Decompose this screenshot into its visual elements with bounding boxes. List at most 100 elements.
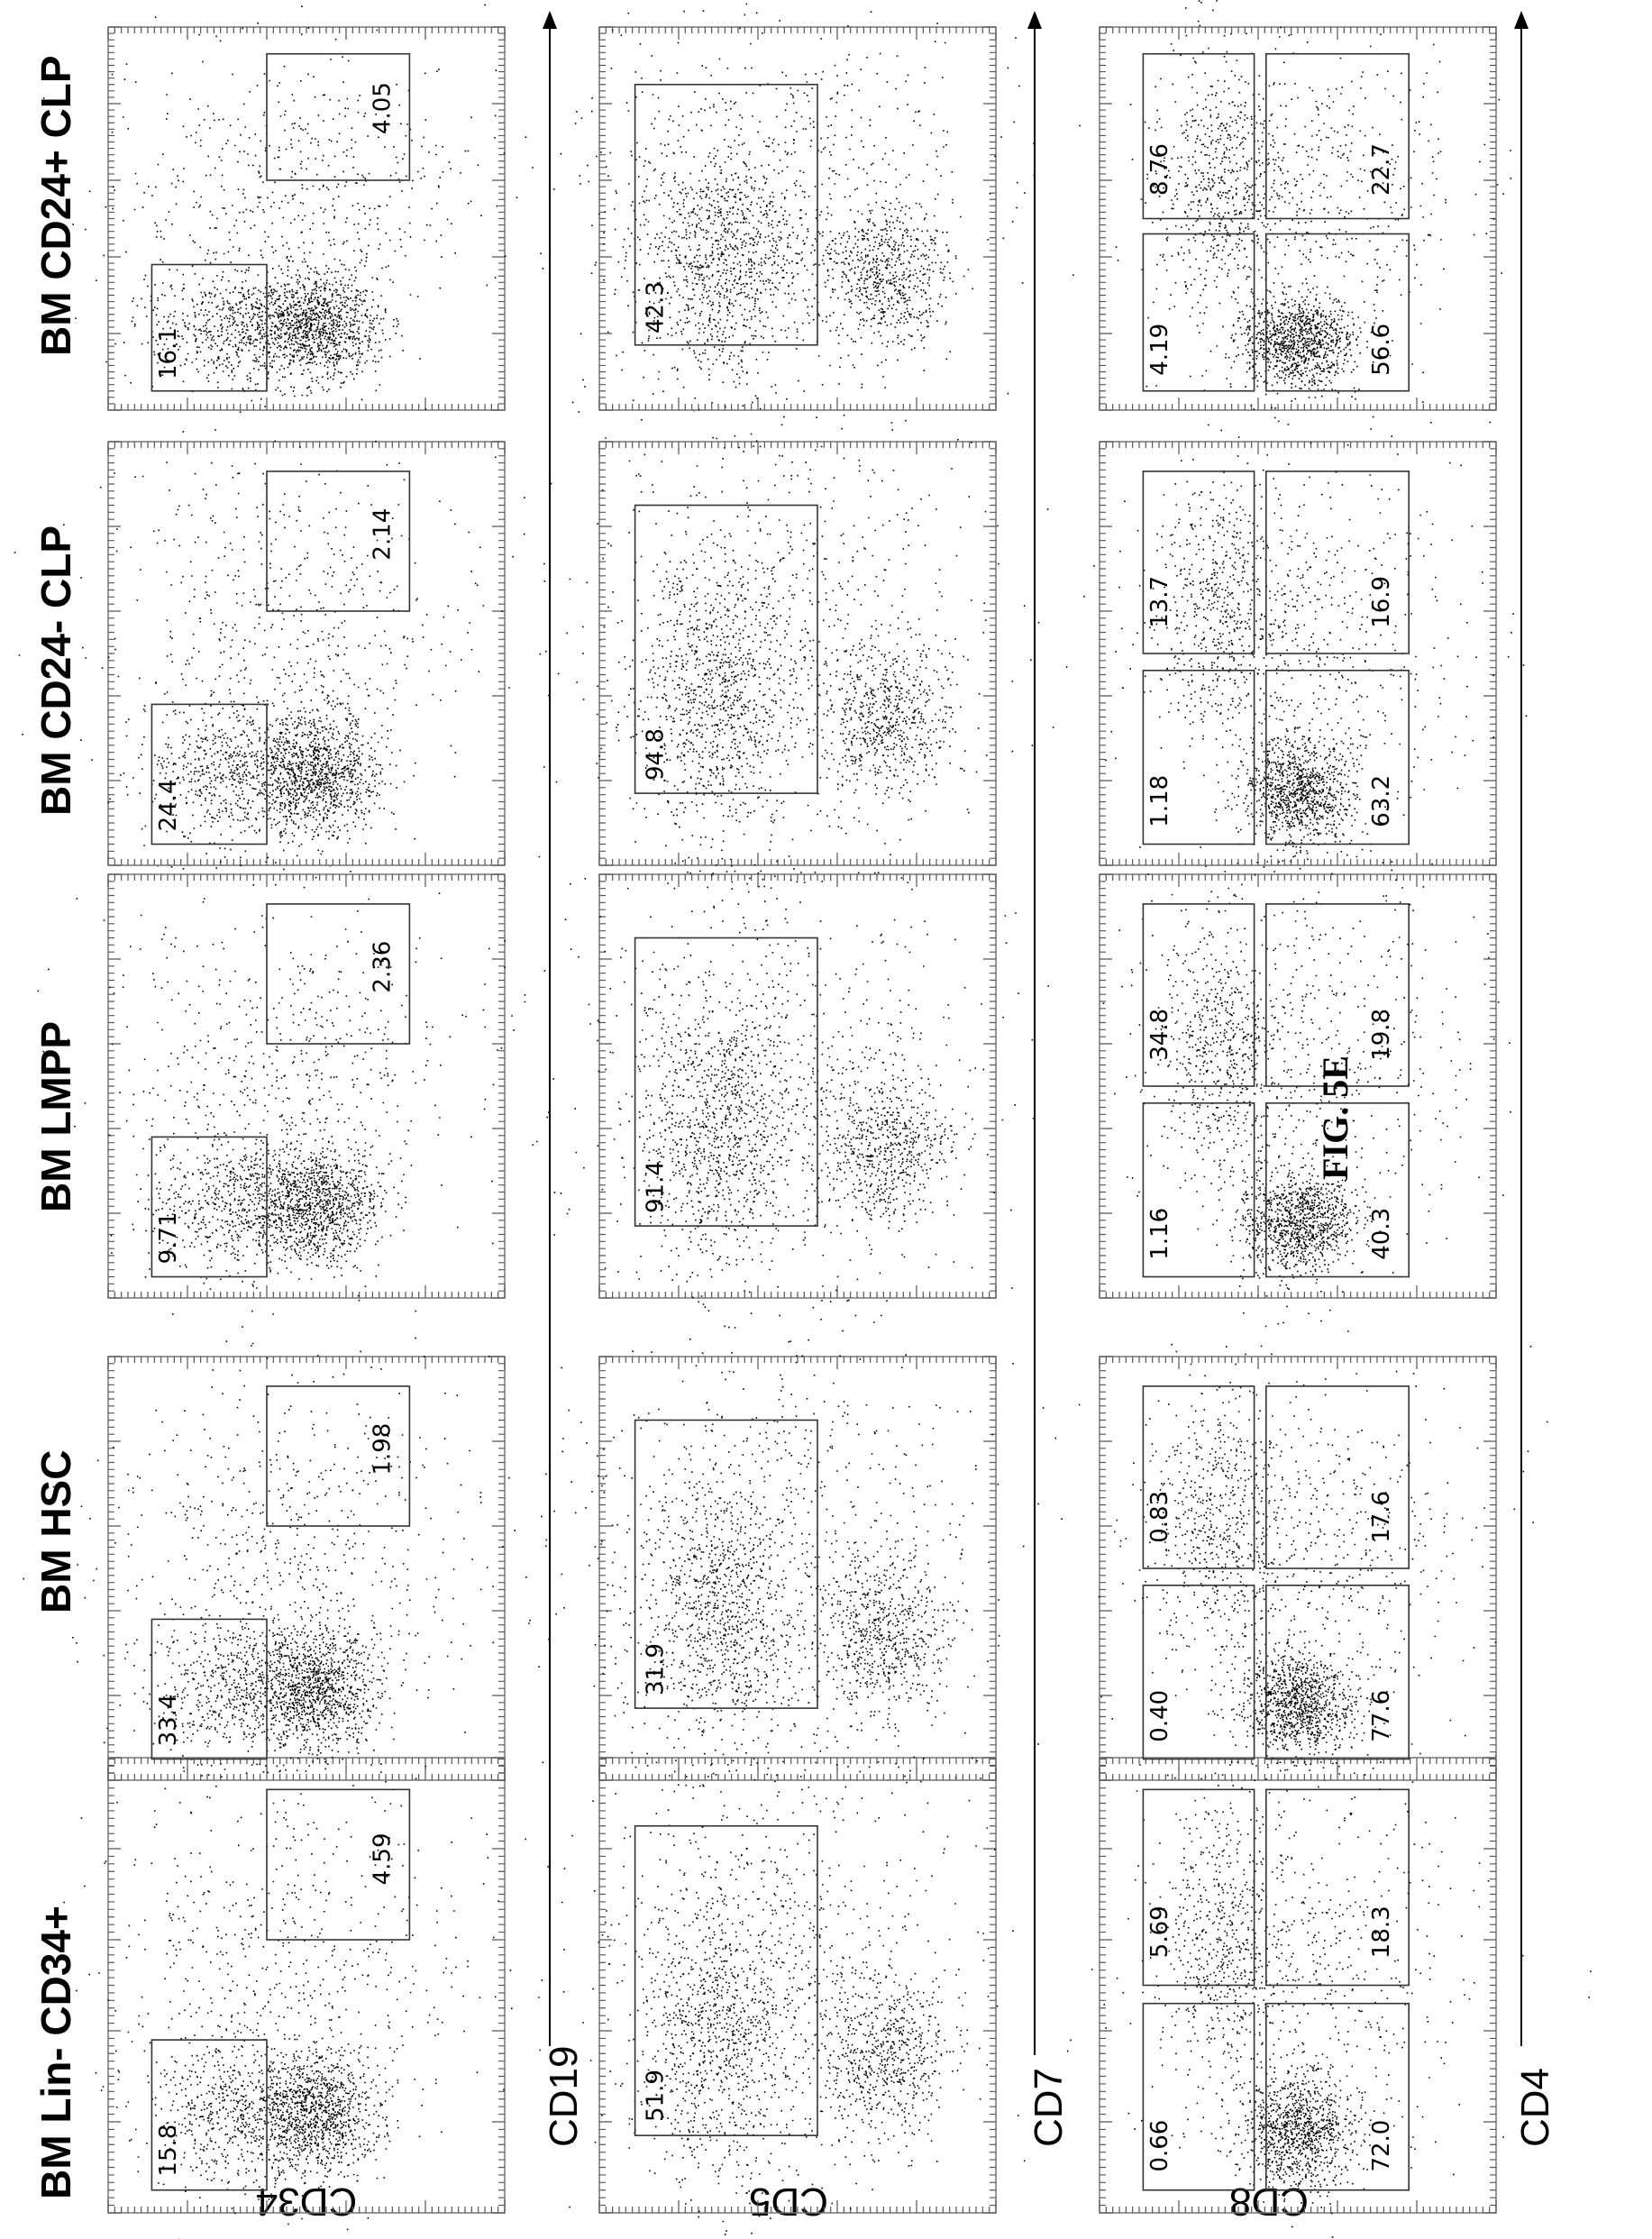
gate-box [1142, 903, 1255, 1087]
event-dots [203, 1962, 399, 2231]
gate-box [1142, 1788, 1255, 1987]
gate-value-q2: 0.83 [1146, 1491, 1173, 1543]
gate-value-upper: 15.8 [155, 2125, 182, 2177]
gate-value-upper: 24.4 [155, 780, 182, 832]
gate-value-q4: 18.3 [1368, 1905, 1395, 1958]
arrow-icon [1027, 11, 1042, 29]
gate-box [1265, 52, 1410, 220]
event-dots [37, 800, 567, 1347]
gate-value: 94.8 [642, 728, 669, 781]
gate-box [266, 52, 411, 181]
arrow-icon [543, 11, 557, 29]
gate-value: 42.3 [642, 281, 669, 334]
y-axis-label-row1: CD34 [256, 2180, 358, 2224]
gate-box [1265, 1788, 1410, 1987]
gate-value-q1: 1.16 [1146, 1208, 1173, 1260]
gate-value-q3: 56.6 [1368, 324, 1395, 376]
event-dots [791, 180, 973, 367]
gate-value-right: 2.36 [369, 941, 396, 993]
column-title-4: BM CD24- CLP [32, 525, 79, 816]
gate-box [1142, 1102, 1255, 1278]
column-title-3: BM LMPP [32, 1021, 79, 1212]
gate-value-q4: 19.8 [1368, 1009, 1395, 1061]
gate-box [1265, 1102, 1410, 1278]
gate-box [634, 83, 818, 346]
event-dots [808, 590, 965, 835]
gate-box [634, 1824, 818, 2136]
gate-box [634, 1419, 818, 1709]
gate-box [151, 703, 268, 845]
gate-box [1265, 1385, 1410, 1569]
event-dots [1216, 1142, 1392, 1315]
gate-value-q3: 72.0 [1368, 2120, 1395, 2172]
gate-value-q4: 22.7 [1368, 143, 1395, 196]
gate-value-q3: 63.2 [1368, 775, 1395, 827]
event-dots [226, 673, 452, 864]
gate-box [1265, 2002, 1410, 2191]
gate-value-right: 1.98 [369, 1423, 396, 1476]
plot-panel: 91.4 [500, 745, 1204, 1374]
event-dots [107, 657, 370, 886]
gate-box [1142, 669, 1255, 845]
gate-value: 51.9 [642, 2070, 669, 2122]
gate-value-q4: 16.9 [1368, 576, 1395, 628]
gate-value-q1: 0.66 [1146, 2120, 1173, 2172]
plot-panel: 42.3 [486, 3, 1036, 544]
event-dots [777, 1035, 976, 1287]
gate-value-right: 2.14 [369, 508, 396, 561]
column-title-5: BM CD24+ CLP [32, 55, 79, 356]
gate-value-q2: 8.76 [1146, 143, 1173, 196]
gate-box [634, 937, 818, 1227]
event-dots [1072, 0, 1512, 480]
gate-value-upper: 16.1 [155, 327, 182, 379]
gate-box [1265, 1585, 1410, 1760]
event-dots [1219, 2048, 1419, 2208]
gate-box [1142, 1585, 1255, 1760]
gate-value: 31.9 [642, 1643, 669, 1695]
gate-box [266, 903, 411, 1045]
gate-box [1265, 471, 1410, 654]
plot-panel: 16.1 4.05 [42, 4, 577, 476]
gate-value-q3: 77.6 [1368, 1690, 1395, 1742]
event-dots [218, 251, 421, 443]
gate-box [151, 1136, 268, 1278]
gate-value-q3: 40.3 [1368, 1208, 1395, 1260]
plot-panel: 4.19 8.76 56.6 22.7 [1072, 0, 1512, 480]
gate-value-q1: 4.19 [1146, 324, 1173, 376]
gate-box [151, 1618, 268, 1760]
event-dots [607, 1810, 890, 2234]
event-dots [42, 4, 577, 476]
gate-value-q1: 1.18 [1146, 775, 1173, 827]
plot-panel: 31.9 [486, 1275, 1081, 1903]
gate-box [266, 471, 411, 612]
event-dots [206, 1115, 413, 1312]
plot-grid: 15.8 4.59 33.4 1.98 9.71 2.36 24.4 2.14 16.1 4.05… [14, 0, 1592, 2239]
event-dots [500, 745, 1204, 1360]
gate-value-q4: 17.6 [1368, 1491, 1395, 1543]
y-axis-label-row2: CD5 [749, 2180, 828, 2224]
event-dots [216, 1586, 430, 1787]
gate-box [266, 1385, 411, 1527]
plot-panel: 15.8 4.59 [63, 1695, 513, 2239]
plot-panel: 51.9 [509, 1577, 1026, 2235]
plot-panel: 0.40 0.83 77.6 17.6 [1037, 1294, 1548, 1814]
gate-value-upper: 9.71 [155, 1212, 182, 1265]
gate-box [1265, 903, 1410, 1087]
event-dots [596, 466, 863, 921]
event-dots [486, 1275, 1081, 1822]
plot-panel: 1.18 13.7 63.2 16.9 [1065, 371, 1528, 1034]
x-axis-label-row1: CD19 [542, 2046, 586, 2148]
gate-box [151, 2039, 268, 2191]
column-title-1: BM Lin- CD34+ [32, 1905, 79, 2199]
gate-box [1142, 471, 1255, 654]
gate-box [1265, 233, 1410, 392]
plot-panel: 9.71 2.36 [37, 800, 567, 1347]
event-dots [584, 72, 851, 477]
gate-box [1142, 52, 1255, 220]
gate-value-right: 4.05 [369, 82, 396, 134]
arrow-icon [1514, 11, 1529, 29]
event-dots [468, 329, 1107, 1088]
gate-value-q1: 0.40 [1146, 1690, 1173, 1742]
gate-value-right: 4.59 [369, 1833, 396, 1886]
